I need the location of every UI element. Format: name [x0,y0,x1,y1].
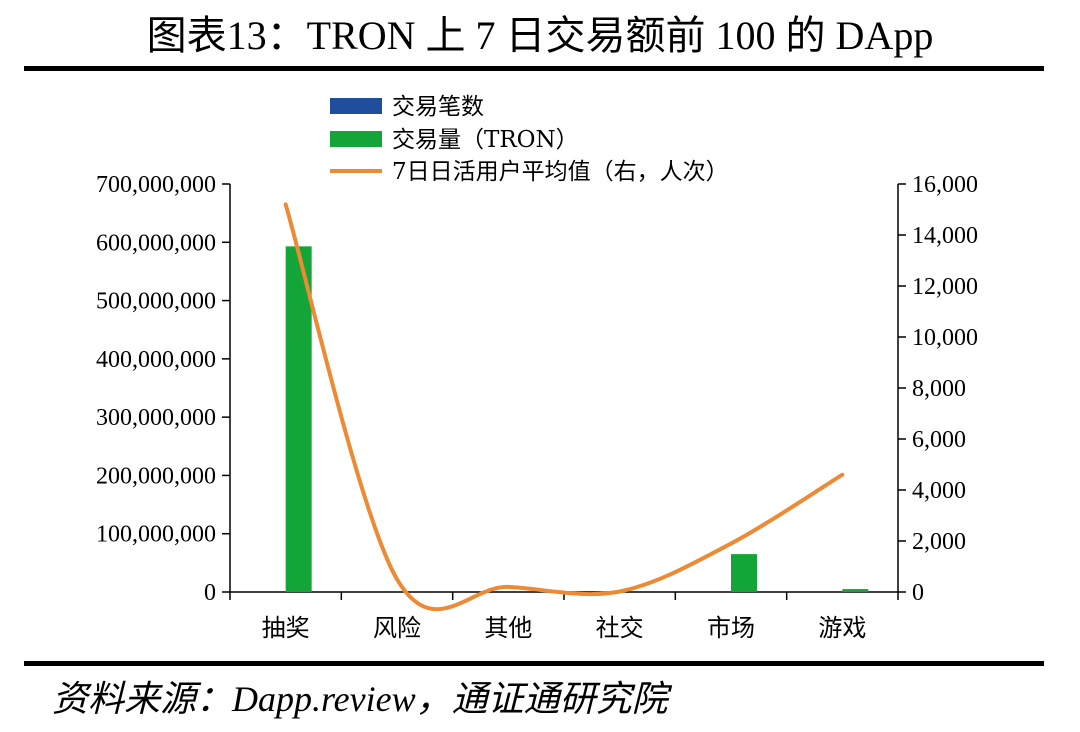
right-tick-label: 0 [912,580,924,606]
series-line-users [283,202,845,612]
legend-swatch-volume [330,131,382,147]
legend-label-users: 7日日活用户平均值（右，人次） [392,159,729,185]
x-tick-label: 风险 [373,614,421,642]
legend-label-count: 交易笔数 [392,94,484,120]
bar-volume [731,554,757,592]
bar-volume [842,589,869,592]
left-tick-label: 700,000,000 [96,172,216,198]
right-tick-label: 12,000 [912,274,978,300]
source-note: 资料来源：Dapp.review，通证通研究院 [52,679,668,719]
x-tick-label: 社交 [596,614,644,642]
x-tick-label: 抽奖 [262,614,310,642]
right-tick-label: 4,000 [912,478,966,504]
title-rule [24,66,1044,71]
right-tick-label: 8,000 [912,376,966,402]
legend-label-volume: 交易量（TRON） [392,127,579,153]
x-tick-label: 游戏 [818,614,866,642]
right-tick-label: 6,000 [912,427,966,453]
bar-volume [285,246,312,592]
left-tick-label: 0 [204,580,216,606]
right-tick-label: 14,000 [912,223,978,249]
chart-title: 图表13：TRON 上 7 日交易额前 100 的 DApp [146,13,934,58]
right-tick-label: 10,000 [912,325,978,351]
left-tick-label: 100,000,000 [96,522,216,548]
left-tick-label: 400,000,000 [96,347,216,373]
left-tick-label: 300,000,000 [96,405,216,431]
right-tick-label: 2,000 [912,529,966,555]
left-tick-label: 200,000,000 [96,463,216,489]
left-tick-label: 500,000,000 [96,289,216,315]
source-rule [24,661,1044,666]
left-tick-label: 600,000,000 [96,230,216,256]
right-tick-label: 16,000 [912,172,978,198]
legend-swatch-count [330,98,382,114]
x-tick-label: 其他 [484,614,532,642]
x-tick-label: 市场 [707,614,755,642]
